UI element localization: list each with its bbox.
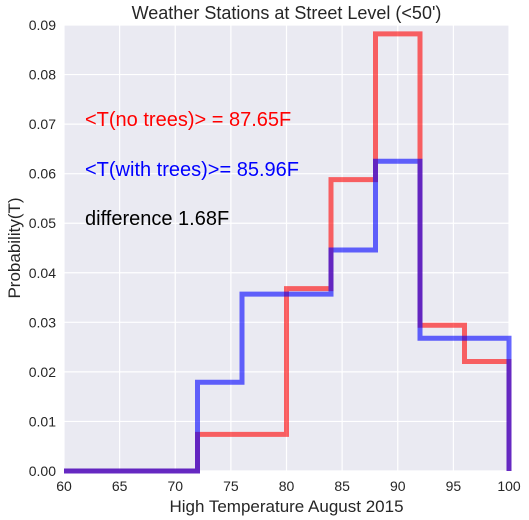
y-tick-label: 0.03 xyxy=(29,314,56,330)
y-tick-label: 0.08 xyxy=(29,67,56,83)
y-axis-label: Probability(T) xyxy=(5,197,24,298)
y-tick-label: 0.01 xyxy=(29,413,56,429)
x-tick-label: 65 xyxy=(112,478,128,494)
x-tick-label: 70 xyxy=(167,478,183,494)
y-tick-label: 0.07 xyxy=(29,116,56,132)
histogram-step-series-1 xyxy=(64,158,512,474)
x-tick-label: 60 xyxy=(56,478,72,494)
x-tick-label: 95 xyxy=(446,478,462,494)
x-axis-label: High Temperature August 2015 xyxy=(169,497,403,516)
x-tick-label: 80 xyxy=(279,478,295,494)
x-tick-label: 100 xyxy=(497,478,521,494)
x-tick-label: 90 xyxy=(390,478,406,494)
series-group xyxy=(64,31,512,474)
y-tick-label: 0.06 xyxy=(29,166,56,182)
y-axis: 0.00 0.01 0.02 0.03 0.04 0.05 0.06 0.07 0.08 0.09 xyxy=(29,17,56,479)
annotation-difference: difference 1.68F xyxy=(85,208,229,230)
x-tick-label: 75 xyxy=(223,478,239,494)
chart-title: Weather Stations at Street Level (<50') xyxy=(132,3,442,23)
y-tick-label: 0.09 xyxy=(29,17,56,33)
x-tick-label: 85 xyxy=(334,478,350,494)
y-tick-label: 0.00 xyxy=(29,463,56,479)
annotation-no-trees: <T(no trees)> = 87.65F xyxy=(85,109,291,131)
y-tick-label: 0.05 xyxy=(29,215,56,231)
y-tick-label: 0.04 xyxy=(29,265,56,281)
annotation-with-trees: <T(with trees)>= 85.96F xyxy=(85,159,299,181)
y-tick-label: 0.02 xyxy=(29,364,56,380)
x-axis: 60 65 70 75 80 85 90 95 100 xyxy=(56,478,521,494)
